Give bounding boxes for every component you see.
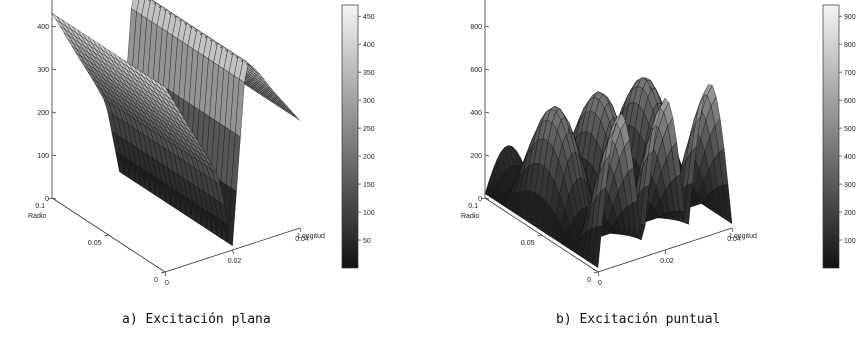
colorbar-tick-label: 300 [844,182,856,189]
colorbar-tick-label: 250 [363,126,375,133]
colorbar-tick-label: 700 [844,70,856,77]
surface-plot-a: 500400300200100000.020.0400.050.1Presión… [28,0,375,287]
z-tick [484,154,490,157]
colorbar-tick-label: 900 [844,14,856,21]
z-tick-label: 100 [37,153,49,160]
y-tick [160,271,166,274]
y-axis-label: Radio [461,213,479,220]
colorbar: 900 800 700 600 500 400 300 200 100 [822,4,856,269]
caption-b: b) Excitación puntual [556,312,721,327]
x-tick [299,227,302,233]
y-tick [480,197,486,200]
colorbar-tick-label: 100 [363,210,375,217]
x-tick [597,271,600,277]
y-tick [593,271,599,274]
z-tick-label: 600 [470,67,482,74]
y-tick-label: 0 [587,277,591,284]
z-tick [51,25,57,28]
surface-patch [722,184,733,225]
axes: 1000800600400200000.020.0400.050.1Presió… [461,0,757,287]
x-tick [731,227,734,233]
z-tick [51,154,57,157]
y-tick-label: 0.1 [35,203,45,210]
colorbar-tick-label: 100 [844,238,856,245]
colorbar-tick-label: 150 [363,182,375,189]
y-tick [537,234,542,237]
x-tick-label: 0 [598,280,602,287]
colorbar-tick-label: 450 [363,14,375,21]
colorbar-scale [341,4,359,269]
colorbar-tick-label: 300 [363,98,375,105]
colorbar-tick-label: 600 [844,98,856,105]
surface-plot-b: 1000800600400200000.020.0400.050.1Presió… [461,0,856,287]
z-tick-label: 0 [478,196,482,203]
x-tick [664,249,667,255]
surface [484,77,733,269]
colorbar-tick-label: 200 [844,210,856,217]
x-tick-label: 0.04 [295,236,309,243]
y-tick-label: 0 [154,277,158,284]
z-tick-label: 300 [37,67,49,74]
z-tick-label: 400 [470,110,482,117]
colorbar-tick-label: 500 [844,126,856,133]
z-tick-label: 200 [37,110,49,117]
surface [51,0,301,247]
colorbar-scale [822,4,840,269]
x-tick-label: 0.02 [228,258,242,265]
x-tick [164,271,167,277]
colorbar-tick-label: 50 [363,238,371,245]
z-tick [51,111,57,114]
x-axis-label: Longitud [730,233,757,240]
z-tick [484,25,490,28]
z-tick-label: 200 [470,153,482,160]
surface-patch [290,112,301,121]
z-tick-label: 800 [470,24,482,31]
colorbar: 450 400 350 300 250 200 150 100 50 [341,4,375,269]
colorbar-tick-label: 800 [844,42,856,49]
colorbar-tick-label: 200 [363,154,375,161]
x-axis-label: Longitud [298,233,325,240]
y-tick-label: 0.1 [468,203,478,210]
z-tick [51,197,57,200]
z-tick [484,197,490,200]
x-tick [232,249,234,255]
z-tick-label: 0 [45,196,49,203]
z-tick-label: 400 [37,24,49,31]
z-tick [51,68,57,71]
x-tick-label: 0.04 [727,236,741,243]
caption-a: a) Excitación plana [122,312,271,327]
colorbar-tick-label: 400 [844,154,856,161]
y-tick-label: 0.05 [88,240,102,247]
y-tick [104,234,109,237]
colorbar-tick-label: 400 [363,42,375,49]
y-tick [47,197,53,200]
x-tick-label: 0.02 [660,258,674,265]
x-tick-label: 0 [165,280,169,287]
z-tick [484,68,490,71]
y-axis-label: Radio [28,213,46,220]
z-tick [484,111,490,114]
colorbar-tick-label: 350 [363,70,375,77]
y-tick-label: 0.05 [521,240,535,247]
axes: 500400300200100000.020.0400.050.1Presión… [28,0,325,287]
